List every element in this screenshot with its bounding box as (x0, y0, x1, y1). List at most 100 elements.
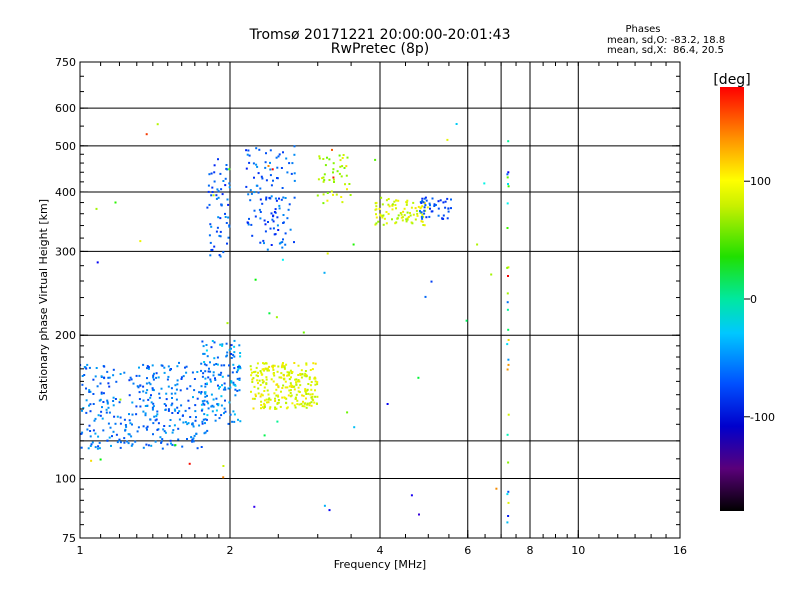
data-point (80, 364, 82, 366)
data-point (322, 193, 325, 196)
data-point (277, 399, 280, 401)
data-point (433, 203, 436, 206)
data-point (144, 405, 147, 407)
data-point (208, 367, 210, 370)
data-point (273, 211, 276, 213)
data-point (424, 196, 427, 199)
data-point (421, 220, 424, 223)
data-point (230, 344, 233, 347)
data-point (281, 363, 284, 366)
data-point (284, 197, 287, 199)
data-point (304, 372, 307, 375)
data-point (219, 373, 222, 376)
data-point (110, 444, 112, 447)
data-point (402, 210, 405, 213)
data-point (414, 207, 417, 210)
data-point (156, 428, 159, 431)
data-point (88, 424, 91, 427)
data-point (231, 420, 234, 423)
data-point (203, 399, 206, 402)
data-point (250, 223, 253, 226)
data-point (163, 371, 166, 374)
data-point (391, 203, 394, 206)
data-point (306, 403, 309, 406)
data-point (113, 415, 116, 418)
data-point (109, 426, 112, 429)
data-point (274, 233, 277, 236)
data-point (296, 399, 299, 402)
data-point (129, 422, 132, 425)
data-point (423, 197, 426, 200)
data-point (167, 385, 170, 388)
data-point (507, 490, 510, 493)
data-point (304, 389, 307, 392)
data-point (201, 422, 204, 425)
data-point (259, 384, 262, 386)
data-point (163, 425, 166, 427)
data-point (506, 227, 509, 229)
data-point (425, 199, 428, 202)
data-point (165, 404, 167, 407)
data-point (302, 400, 304, 403)
data-point (184, 421, 187, 424)
data-point (200, 409, 203, 412)
data-point (269, 149, 272, 152)
data-point (322, 180, 325, 183)
data-point (204, 382, 207, 385)
data-point (450, 207, 452, 210)
data-point (130, 444, 133, 447)
data-point (305, 406, 308, 409)
data-point (507, 171, 510, 174)
data-point (311, 368, 314, 371)
data-point (282, 222, 285, 224)
data-point (260, 400, 263, 403)
data-point (352, 243, 355, 246)
data-point (382, 223, 385, 226)
data-point (130, 435, 133, 438)
data-point (256, 379, 259, 382)
data-point (178, 418, 181, 421)
data-point (423, 212, 426, 215)
data-point (138, 374, 141, 377)
data-point (152, 405, 155, 408)
data-point (213, 341, 216, 344)
data-point (255, 163, 258, 166)
data-point (272, 227, 275, 230)
data-point (385, 199, 388, 202)
data-point (248, 161, 251, 164)
data-point (217, 384, 219, 387)
data-point (293, 179, 296, 182)
data-point (224, 216, 227, 218)
data-point (393, 200, 396, 203)
data-point (349, 194, 352, 196)
x-tick-label: 6 (464, 544, 471, 557)
data-point (261, 368, 264, 371)
data-point (192, 425, 195, 428)
data-point (284, 397, 287, 400)
data-point (267, 398, 270, 401)
data-point (294, 378, 297, 381)
data-point (249, 365, 252, 368)
data-point (180, 376, 183, 379)
data-point (190, 436, 193, 439)
data-point (115, 433, 118, 436)
data-point (251, 397, 254, 400)
data-point (412, 213, 415, 216)
data-point (170, 387, 173, 390)
data-point (430, 280, 433, 283)
data-point (136, 430, 139, 433)
data-point (177, 427, 180, 430)
data-point (269, 161, 271, 164)
data-point (142, 390, 145, 393)
data-point (332, 178, 335, 181)
data-point (297, 379, 300, 381)
data-point (200, 392, 202, 395)
data-point (235, 371, 238, 374)
data-point (215, 409, 218, 412)
data-point (184, 409, 187, 412)
data-point (284, 243, 287, 246)
data-point (80, 432, 83, 435)
data-point (229, 386, 232, 389)
data-point (119, 373, 122, 375)
y-tick-label: 500 (55, 140, 76, 153)
